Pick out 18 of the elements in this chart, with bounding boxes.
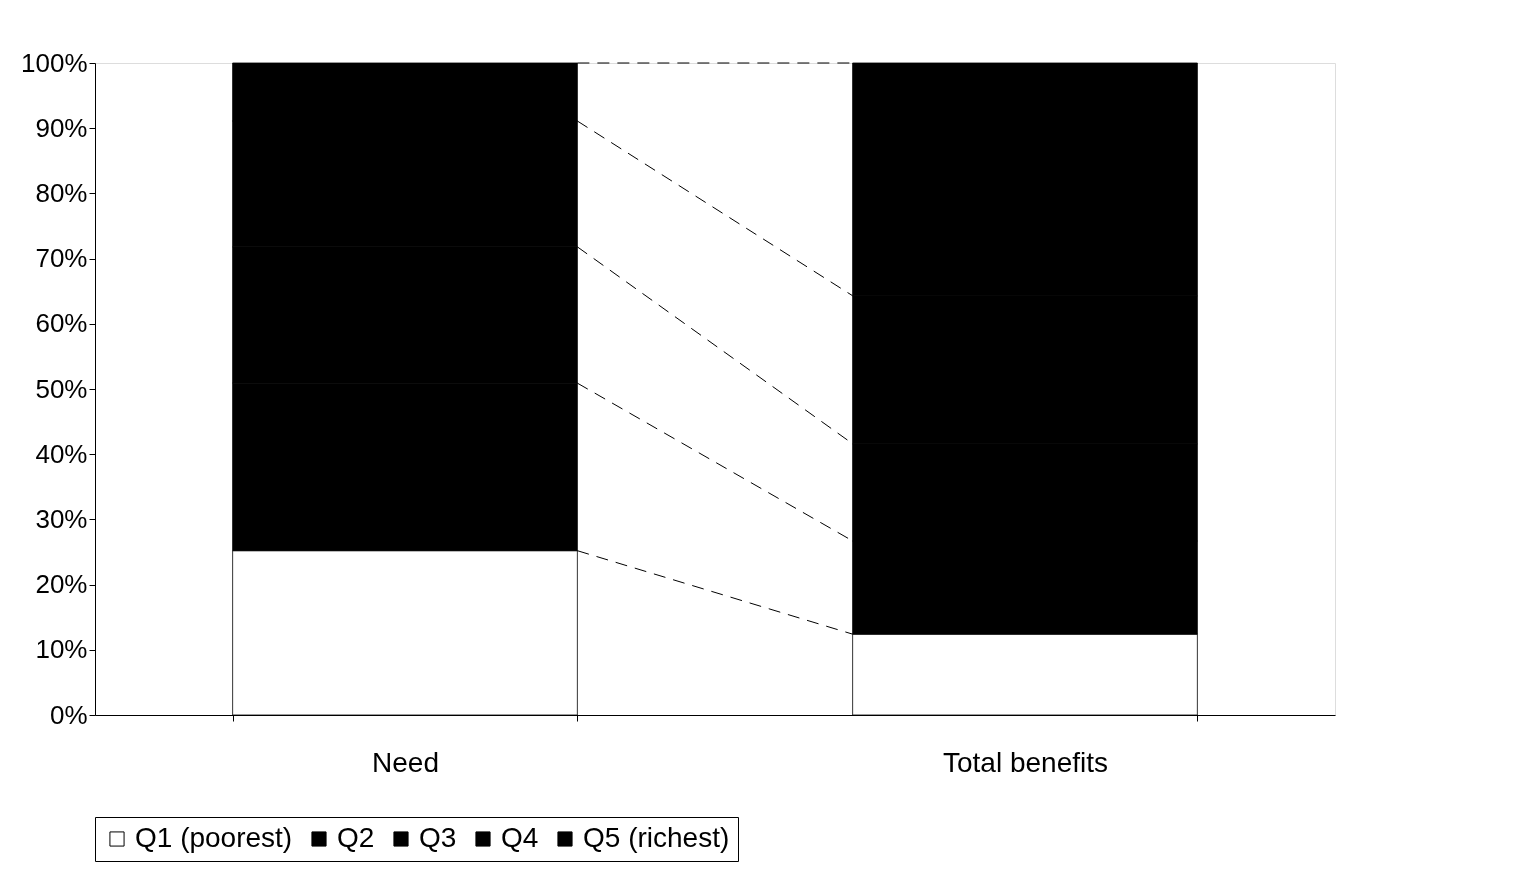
x-tick-label: Total benefits [943, 746, 1108, 778]
legend-label: Q1 (poorest) [135, 822, 293, 853]
y-tick-label: 40% [35, 438, 88, 469]
legend-label: Q5 (richest) [583, 822, 730, 853]
y-tick-label: 90% [35, 112, 88, 143]
y-tick-label: 100% [21, 47, 88, 78]
y-tick-label: 10% [35, 634, 88, 665]
y-tick-label: 0% [49, 699, 88, 730]
y-tick-label: 20% [35, 569, 88, 600]
legend-label: Q4 [501, 822, 539, 853]
legend-label: Q2 [337, 822, 375, 853]
y-tick-label: 80% [35, 177, 88, 208]
legend-label: Q3 [419, 822, 457, 853]
y-tick-label: 60% [35, 308, 88, 339]
y-tick-label: 70% [35, 243, 88, 274]
x-tick-label: Need [372, 746, 439, 778]
y-tick-label: 50% [35, 373, 88, 404]
y-tick-label: 30% [35, 503, 88, 534]
